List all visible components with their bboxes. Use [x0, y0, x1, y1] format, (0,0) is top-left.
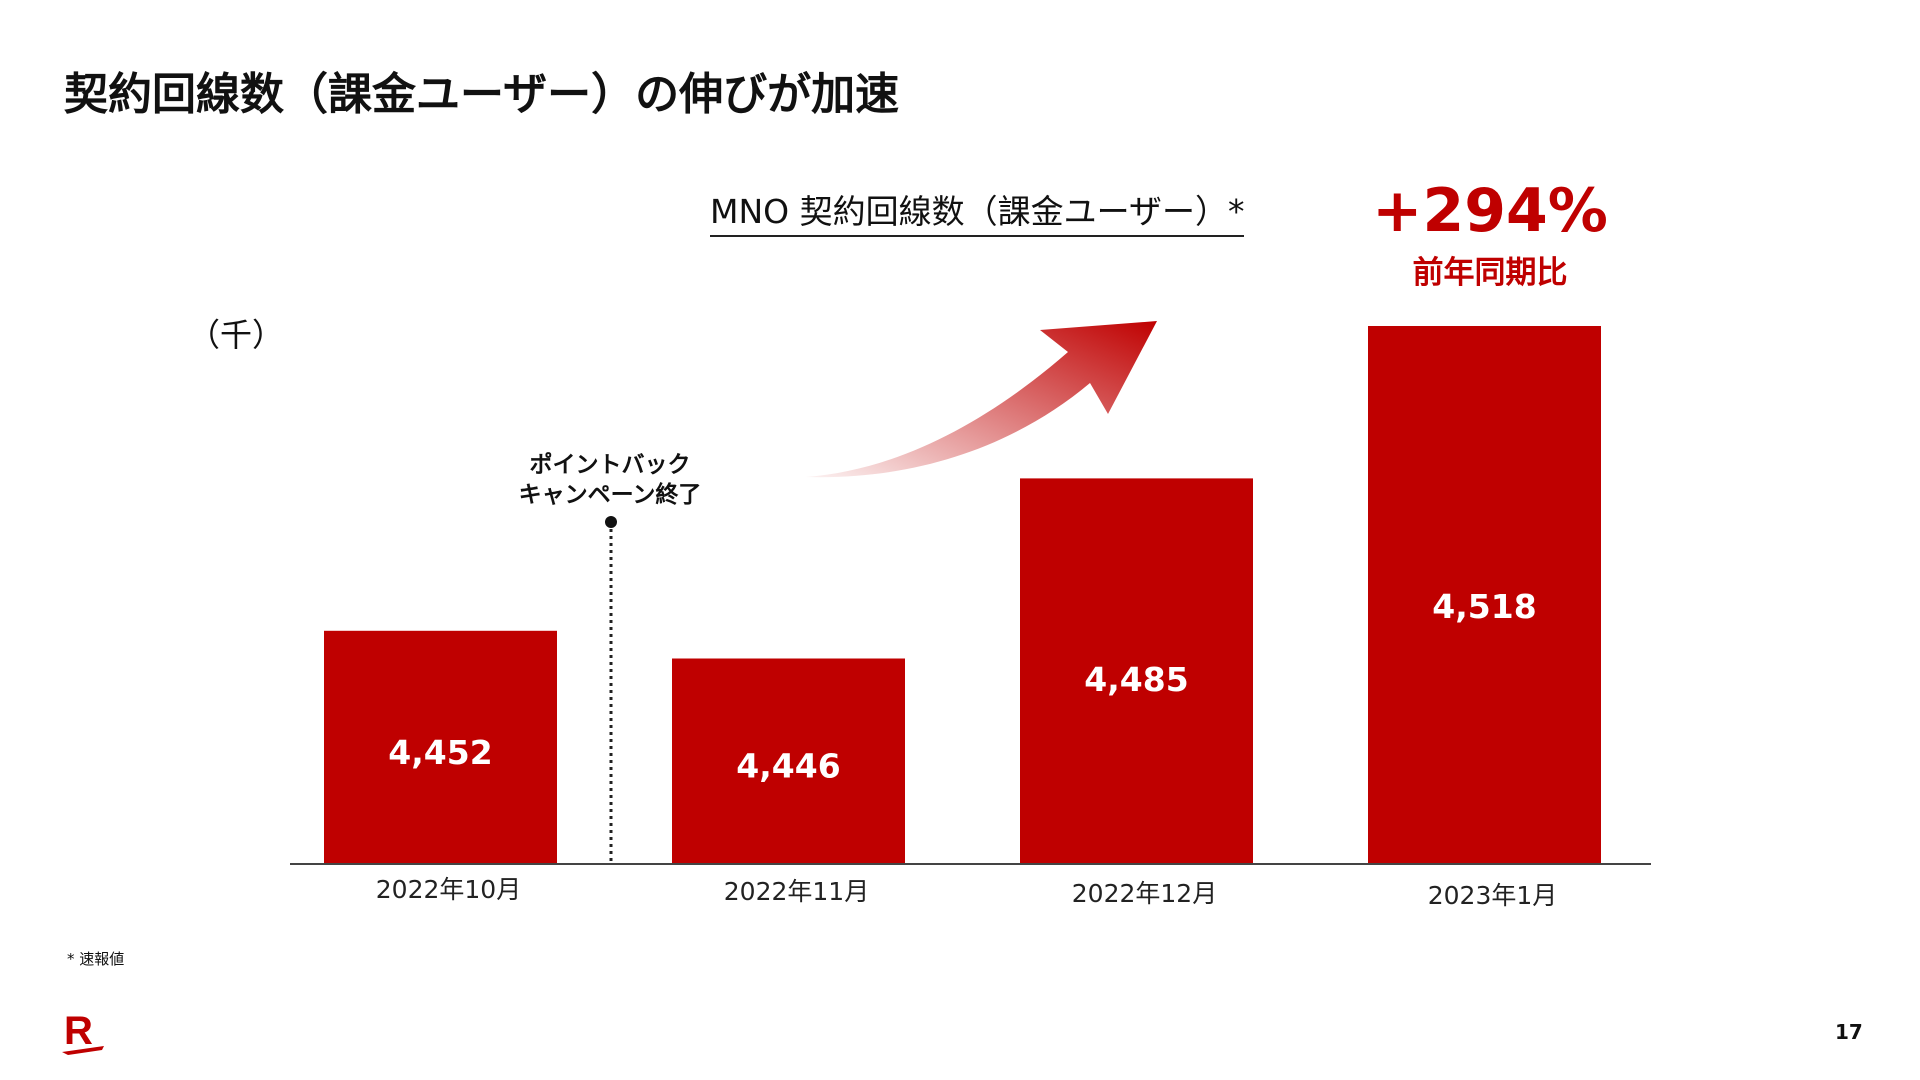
- x-tick-label: 2022年12月: [1072, 879, 1217, 908]
- growth-value: +294%: [1372, 176, 1608, 246]
- annotation-dot: [605, 516, 617, 528]
- growth-label: 前年同期比: [1412, 255, 1568, 291]
- chart-title: MNO 契約回線数（課金ユーザー）*: [710, 185, 1245, 237]
- y-axis-unit: （千）: [188, 316, 285, 354]
- x-tick-label: 2022年10月: [376, 875, 521, 904]
- svg-text:R: R: [64, 1009, 93, 1053]
- bar-2: [1020, 478, 1253, 864]
- page-number: 17: [1835, 1020, 1863, 1044]
- annotation-line-1: ポイントバック: [529, 452, 691, 478]
- page-title: 契約回線数（課金ユーザー）の伸びが加速: [64, 69, 900, 120]
- bar-1: [672, 658, 905, 864]
- x-tick-label: 2022年11月: [724, 877, 869, 906]
- rakuten-logo: R: [62, 1008, 106, 1060]
- bar-3: [1368, 326, 1601, 864]
- bar-value-label: 4,485: [1084, 660, 1188, 699]
- bar-value-label: 4,446: [736, 746, 840, 785]
- bar-value-label: 4,518: [1432, 587, 1536, 626]
- x-tick-label: 2023年1月: [1428, 881, 1558, 910]
- bar-value-label: 4,452: [388, 733, 492, 772]
- campaign-end-annotation: ポイントバック キャンペーン終了: [470, 450, 750, 510]
- annotation-line-2: キャンペーン終了: [518, 482, 702, 508]
- footnote: * 速報値: [67, 950, 125, 968]
- growth-arrow-icon: [806, 321, 1157, 478]
- bar-0: [324, 630, 557, 864]
